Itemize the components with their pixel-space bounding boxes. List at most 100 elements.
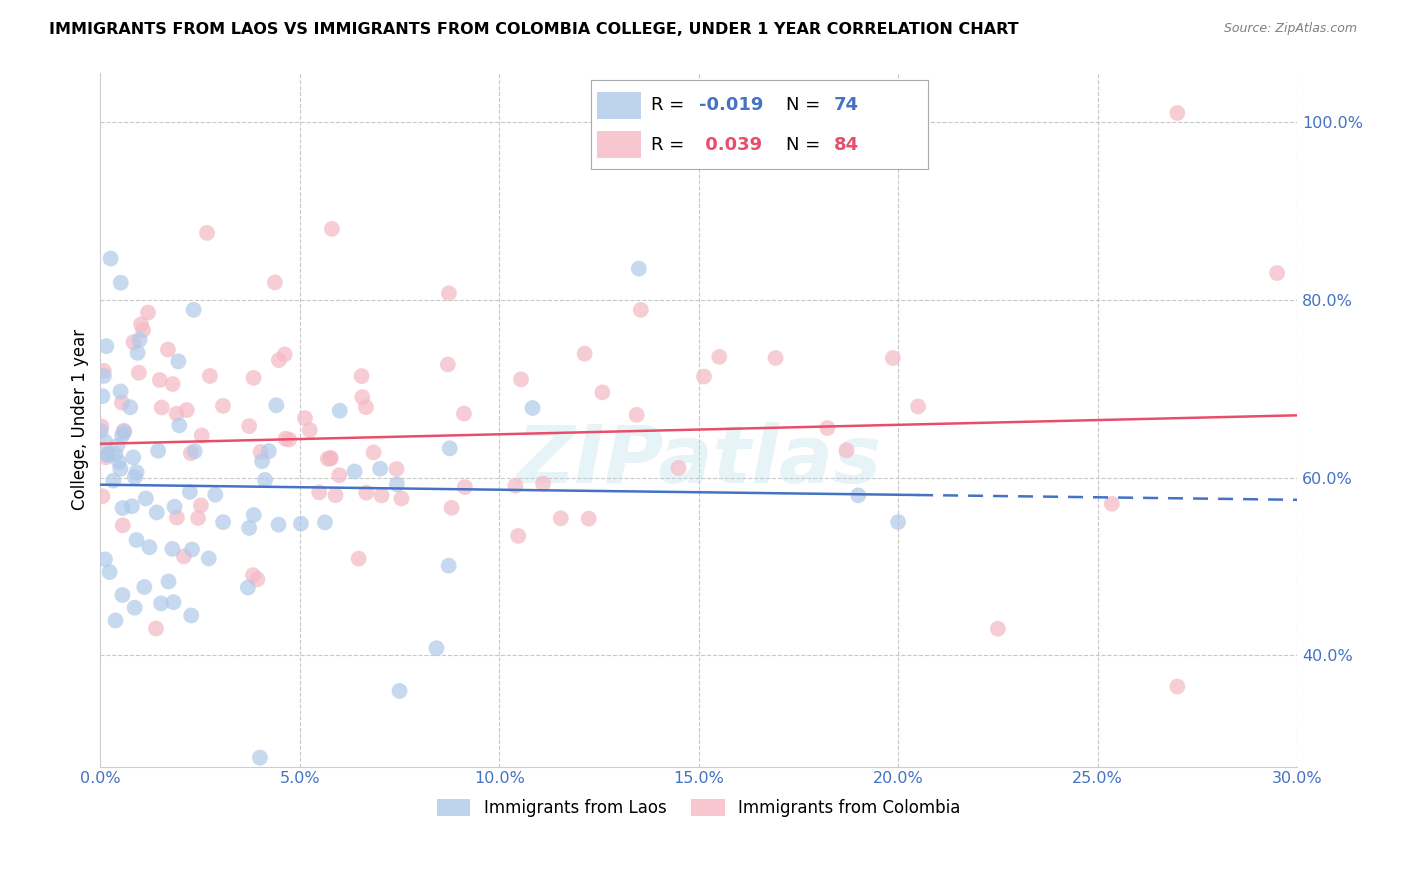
- Point: [693, 369, 716, 384]
- Point: [626, 408, 648, 422]
- Point: [347, 551, 370, 566]
- Point: [314, 516, 336, 530]
- Point: [887, 515, 910, 529]
- Point: [110, 384, 132, 399]
- Point: [328, 468, 350, 483]
- Point: [356, 485, 378, 500]
- Point: [94, 434, 117, 449]
- Point: [354, 400, 377, 414]
- Point: [122, 335, 145, 350]
- Point: [94, 552, 117, 566]
- Point: [212, 515, 235, 529]
- Point: [150, 401, 173, 415]
- Point: [166, 510, 188, 524]
- Point: [96, 339, 118, 353]
- Point: [454, 480, 477, 494]
- Point: [111, 395, 134, 409]
- Point: [627, 261, 650, 276]
- Point: [319, 450, 342, 465]
- Point: [522, 401, 544, 415]
- Point: [510, 372, 533, 386]
- Point: [363, 445, 385, 459]
- Point: [343, 465, 366, 479]
- Point: [132, 323, 155, 337]
- Point: [100, 252, 122, 266]
- Point: [987, 622, 1010, 636]
- Point: [125, 465, 148, 479]
- Point: [907, 400, 929, 414]
- Point: [298, 423, 321, 437]
- Point: [815, 421, 838, 435]
- Point: [145, 622, 167, 636]
- Point: [550, 511, 572, 525]
- Point: [437, 558, 460, 573]
- Point: [173, 549, 195, 564]
- Text: Source: ZipAtlas.com: Source: ZipAtlas.com: [1223, 22, 1357, 36]
- Point: [183, 444, 205, 458]
- Point: [257, 444, 280, 458]
- Point: [846, 488, 869, 502]
- Point: [350, 369, 373, 384]
- Point: [388, 684, 411, 698]
- Point: [105, 439, 128, 453]
- Point: [254, 473, 277, 487]
- Point: [104, 447, 127, 461]
- Point: [668, 461, 690, 475]
- Point: [136, 305, 159, 319]
- Point: [765, 351, 787, 365]
- Point: [242, 371, 264, 385]
- Point: [274, 432, 297, 446]
- Y-axis label: College, Under 1 year: College, Under 1 year: [72, 329, 89, 510]
- Point: [121, 499, 143, 513]
- Point: [370, 488, 392, 502]
- Point: [124, 600, 146, 615]
- Point: [439, 442, 461, 456]
- Point: [110, 462, 132, 476]
- Point: [212, 399, 235, 413]
- Point: [368, 461, 391, 475]
- Point: [167, 354, 190, 368]
- Point: [508, 529, 530, 543]
- Point: [578, 511, 600, 525]
- Point: [157, 574, 180, 589]
- Point: [325, 488, 347, 502]
- Point: [90, 419, 112, 434]
- Point: [180, 446, 202, 460]
- Point: [183, 302, 205, 317]
- Point: [166, 407, 188, 421]
- Point: [319, 451, 342, 466]
- Point: [249, 750, 271, 764]
- Point: [440, 500, 463, 515]
- Point: [437, 358, 460, 372]
- Point: [129, 318, 152, 332]
- Point: [1265, 266, 1288, 280]
- Text: 74: 74: [834, 96, 859, 114]
- Point: [316, 451, 339, 466]
- Point: [112, 425, 135, 439]
- Point: [93, 368, 115, 383]
- Point: [1166, 106, 1188, 120]
- Point: [453, 407, 475, 421]
- Point: [187, 511, 209, 525]
- Point: [162, 541, 184, 556]
- Point: [238, 521, 260, 535]
- Point: [93, 364, 115, 378]
- Text: 0.039: 0.039: [699, 136, 762, 153]
- Point: [238, 419, 260, 434]
- Point: [135, 491, 157, 506]
- Point: [120, 401, 142, 415]
- Point: [163, 500, 186, 514]
- Point: [264, 276, 287, 290]
- Point: [531, 476, 554, 491]
- Point: [125, 533, 148, 547]
- Point: [591, 385, 613, 400]
- Point: [273, 347, 295, 361]
- Point: [437, 286, 460, 301]
- Point: [267, 353, 290, 368]
- Point: [385, 462, 408, 476]
- Point: [110, 276, 132, 290]
- Point: [145, 505, 167, 519]
- Point: [148, 443, 170, 458]
- Point: [574, 346, 596, 360]
- Point: [98, 565, 121, 579]
